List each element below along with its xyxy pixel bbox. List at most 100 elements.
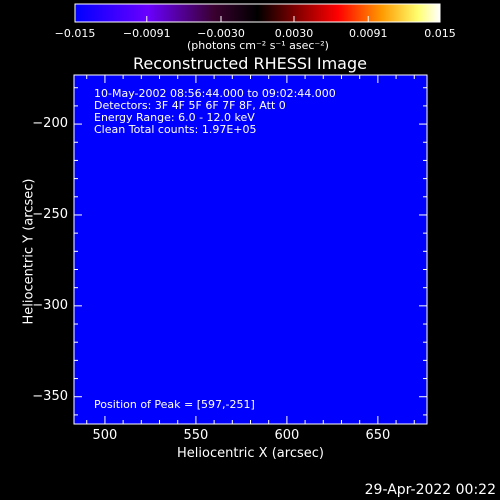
- heatmap-cell: [299, 300, 306, 307]
- heatmap-cell: [123, 185, 130, 192]
- heatmap-cell: [261, 251, 268, 258]
- heatmap-cell: [134, 377, 141, 384]
- heatmap-cell: [123, 328, 130, 335]
- heatmap-cell: [134, 251, 141, 258]
- heatmap-cell: [195, 273, 202, 280]
- heatmap-cell: [233, 262, 240, 269]
- heatmap-cell: [162, 262, 169, 269]
- heatmap-cell: [266, 80, 273, 87]
- heatmap-cell: [404, 284, 411, 291]
- heatmap-cell: [189, 251, 196, 258]
- heatmap-cell: [134, 240, 141, 247]
- heatmap-cell: [283, 306, 290, 313]
- heatmap-cell: [222, 273, 229, 280]
- heatmap-cell: [277, 306, 284, 313]
- heatmap-cell: [107, 284, 114, 291]
- heatmap-cell: [206, 152, 213, 159]
- heatmap-cell: [255, 344, 262, 351]
- heatmap-cell: [123, 108, 130, 115]
- heatmap-cell: [74, 421, 81, 424]
- heatmap-cell: [404, 251, 411, 258]
- heatmap-cell: [123, 311, 130, 318]
- heatmap-cell: [206, 113, 213, 120]
- heatmap-cell: [277, 339, 284, 346]
- heatmap-cell: [162, 124, 169, 131]
- heatmap-cell: [206, 416, 213, 423]
- heatmap-cell: [101, 410, 108, 417]
- heatmap-cell: [96, 86, 103, 93]
- heatmap-cell: [90, 350, 97, 357]
- heatmap-cell: [371, 207, 378, 214]
- heatmap-cell: [211, 124, 218, 131]
- heatmap-cell: [288, 251, 295, 258]
- heatmap-cell: [343, 300, 350, 307]
- heatmap-cell: [211, 146, 218, 153]
- heatmap-cell: [409, 416, 416, 423]
- heatmap-cell: [74, 306, 81, 313]
- heatmap-cell: [332, 229, 339, 236]
- heatmap-cell: [349, 119, 356, 126]
- heatmap-cell: [173, 306, 180, 313]
- heatmap-cell: [228, 245, 235, 252]
- heatmap-cell: [134, 218, 141, 225]
- heatmap-cell: [162, 322, 169, 329]
- heatmap-cell: [79, 201, 86, 208]
- heatmap-cell: [354, 366, 361, 373]
- heatmap-cell: [420, 377, 427, 384]
- heatmap-cell: [398, 421, 405, 424]
- heatmap-cell: [343, 366, 350, 373]
- heatmap-cell: [217, 135, 224, 142]
- heatmap-cell: [228, 267, 235, 274]
- heatmap-cell: [376, 306, 383, 313]
- heatmap-cell: [123, 284, 130, 291]
- heatmap-cell: [211, 306, 218, 313]
- heatmap-cell: [79, 141, 86, 148]
- heatmap-cell: [151, 355, 158, 362]
- heatmap-cell: [316, 124, 323, 131]
- heatmap-cell: [272, 388, 279, 395]
- heatmap-cell: [354, 394, 361, 401]
- heatmap-cell: [365, 339, 372, 346]
- heatmap-cell: [79, 179, 86, 186]
- heatmap-cell: [332, 383, 339, 390]
- heatmap-cell: [200, 97, 207, 104]
- heatmap-cell: [409, 322, 416, 329]
- heatmap-cell: [118, 240, 125, 247]
- heatmap-cell: [151, 410, 158, 417]
- heatmap-cell: [316, 218, 323, 225]
- heatmap-cell: [79, 223, 86, 230]
- heatmap-cell: [118, 311, 125, 318]
- heatmap-cell: [217, 207, 224, 214]
- heatmap-cell: [79, 361, 86, 368]
- heatmap-cell: [305, 196, 312, 203]
- heatmap-cell: [338, 372, 345, 379]
- heatmap-cell: [310, 179, 317, 186]
- heatmap-cell: [167, 289, 174, 296]
- heatmap-cell: [74, 229, 81, 236]
- heatmap-cell: [178, 372, 185, 379]
- heatmap-cell: [398, 245, 405, 252]
- heatmap-cell: [409, 152, 416, 159]
- heatmap-cell: [266, 410, 273, 417]
- heatmap-cell: [162, 190, 169, 197]
- heatmap-cell: [222, 322, 229, 329]
- heatmap-cell: [140, 108, 147, 115]
- heatmap-cell: [382, 344, 389, 351]
- heatmap-cell: [316, 399, 323, 406]
- heatmap-cell: [349, 339, 356, 346]
- heatmap-cell: [338, 317, 345, 324]
- heatmap-cell: [200, 108, 207, 115]
- heatmap-cell: [173, 223, 180, 230]
- heatmap-cell: [74, 251, 81, 258]
- heatmap-cell: [107, 311, 114, 318]
- heatmap-cell: [266, 339, 273, 346]
- heatmap-cell: [261, 267, 268, 274]
- heatmap-cell: [233, 377, 240, 384]
- heatmap-cell: [239, 130, 246, 137]
- heatmap-cell: [140, 146, 147, 153]
- heatmap-cell: [376, 245, 383, 252]
- heatmap-cell: [134, 306, 141, 313]
- heatmap-cell: [90, 256, 97, 263]
- heatmap-cell: [217, 229, 224, 236]
- heatmap-cell: [382, 124, 389, 131]
